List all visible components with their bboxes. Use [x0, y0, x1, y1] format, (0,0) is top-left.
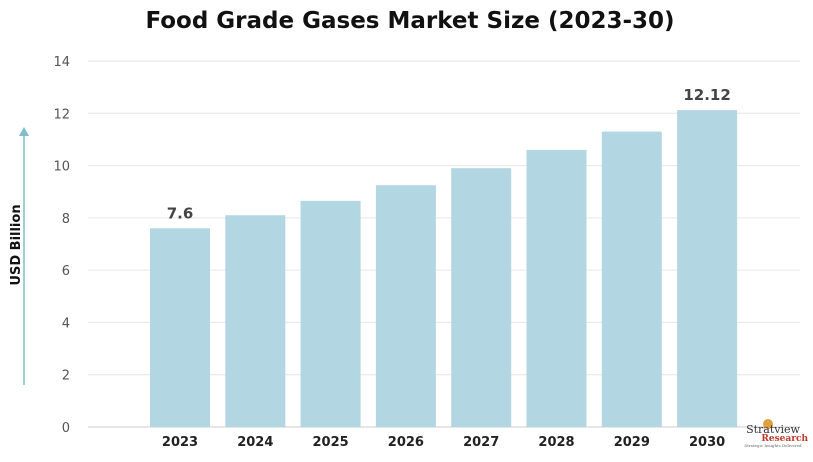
y-tick-label: 2 — [62, 369, 70, 384]
x-tick-label: 2028 — [538, 435, 574, 450]
bar-2024 — [225, 215, 286, 427]
x-tick-label: 2025 — [313, 435, 349, 450]
y-tick-label: 10 — [53, 160, 70, 175]
y-tick-label: 12 — [53, 107, 70, 122]
x-tick-label: 2030 — [689, 435, 725, 450]
stratview-logo: Stratview Research Strategic Insights De… — [738, 424, 808, 448]
chart-title: Food Grade Gases Market Size (2023-30) — [145, 8, 675, 34]
y-tick-label: 14 — [53, 55, 70, 70]
bar-2029 — [601, 131, 662, 428]
logo-globe-icon — [763, 419, 773, 429]
x-tick-label: 2029 — [614, 435, 650, 450]
x-tick-label: 2026 — [388, 435, 424, 450]
y-axis-label: USD Billion — [9, 204, 24, 285]
arrow-head-icon — [19, 127, 29, 136]
bar-2025 — [300, 200, 361, 427]
y-tick-label: 4 — [62, 316, 70, 331]
bar-2026 — [375, 185, 436, 427]
y-tick-label: 6 — [62, 264, 70, 279]
y-tick-label: 0 — [62, 421, 70, 436]
bar-2023 — [150, 228, 210, 427]
data-label: 7.6 — [167, 204, 194, 222]
data-label: 12.12 — [683, 86, 730, 104]
y-tick-label: 8 — [62, 212, 70, 227]
x-tick-label: 2024 — [237, 435, 273, 450]
x-tick-label: 2023 — [162, 435, 198, 450]
logo-sub: Research — [761, 434, 808, 444]
x-tick-label: 2027 — [463, 435, 499, 450]
logo-name: Stratview — [746, 423, 800, 436]
bar-2028 — [526, 149, 587, 427]
bar-2030 — [677, 110, 738, 428]
bar-2027 — [451, 168, 512, 427]
logo-tagline: Strategic Insights Delivered — [744, 443, 802, 448]
